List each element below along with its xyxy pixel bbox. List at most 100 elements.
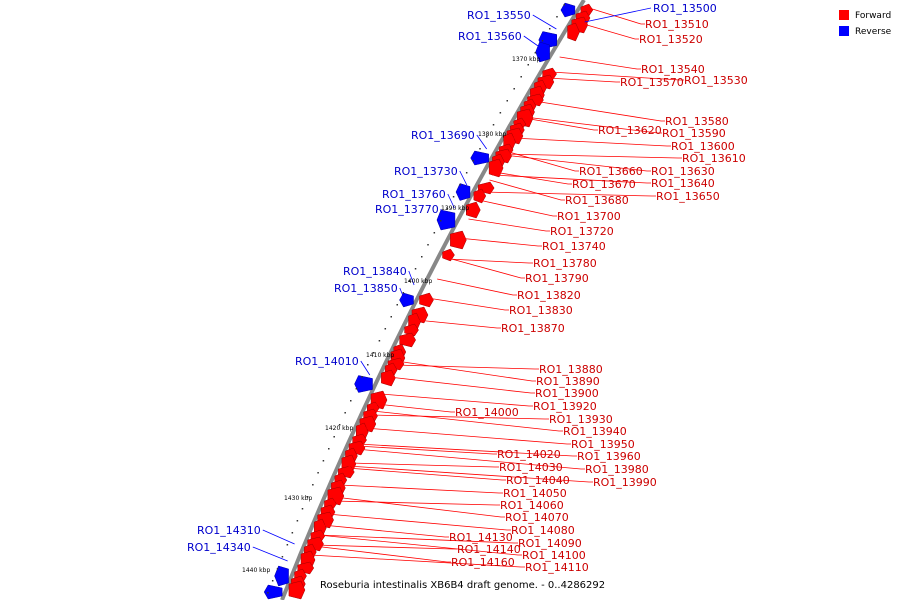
gene-label[interactable]: RO1_13720 <box>550 225 614 238</box>
gene-label[interactable]: RO1_13580 <box>665 115 729 128</box>
tick-dot <box>344 412 346 414</box>
reverse-leader-line <box>408 270 415 286</box>
forward-gene-block[interactable] <box>399 332 416 348</box>
tick-dot <box>306 496 309 498</box>
gene-label[interactable]: RO1_13950 <box>571 438 635 451</box>
forward-gene-block[interactable] <box>288 580 306 600</box>
gene-label[interactable]: RO1_13590 <box>662 127 726 140</box>
forward-leader-line <box>380 393 533 407</box>
forward-leader-line <box>482 191 656 197</box>
gene-label[interactable]: RO1_14130 <box>449 531 513 544</box>
gene-label[interactable]: RO1_14140 <box>457 543 521 556</box>
gene-label[interactable]: RO1_13790 <box>525 272 589 285</box>
forward-gene-block[interactable] <box>466 201 481 219</box>
scale-ticks <box>267 4 566 594</box>
gene-label[interactable]: RO1_13610 <box>682 152 746 165</box>
gene-label[interactable]: RO1_14000 <box>455 406 519 419</box>
gene-blocks <box>263 2 594 600</box>
forward-gene-block[interactable] <box>381 369 396 387</box>
forward-gene-block[interactable] <box>473 188 487 204</box>
tick-dot <box>402 292 405 294</box>
forward-leader-line <box>347 465 593 483</box>
gene-label[interactable]: RO1_13560 <box>458 30 522 43</box>
forward-gene-block[interactable] <box>488 158 504 178</box>
gene-label[interactable]: RO1_13500 <box>653 2 717 15</box>
forward-gene-block[interactable] <box>450 230 467 250</box>
gene-label[interactable]: RO1_13690 <box>411 129 475 142</box>
gene-label[interactable]: RO1_13740 <box>542 240 606 253</box>
tick-dot <box>506 100 508 102</box>
reverse-gene-block[interactable] <box>263 584 283 600</box>
reverse-gene-block[interactable] <box>354 375 373 393</box>
forward-gene-block[interactable] <box>442 248 455 262</box>
gene-label[interactable]: RO1_13670 <box>572 178 636 191</box>
reverse-gene-block[interactable] <box>470 150 489 166</box>
gene-label[interactable]: RO1_13960 <box>577 450 641 463</box>
gene-label[interactable]: RO1_13510 <box>645 18 709 31</box>
forward-gene-block[interactable] <box>404 323 419 337</box>
gene-label[interactable]: RO1_13850 <box>334 282 398 295</box>
tick-dot <box>281 556 284 558</box>
gene-label[interactable]: RO1_13680 <box>565 194 629 207</box>
scale-label: 1420 kbp <box>325 425 353 432</box>
gene-label[interactable]: RO1_13940 <box>563 425 627 438</box>
gene-label[interactable]: RO1_13600 <box>671 140 735 153</box>
gene-label[interactable]: RO1_13620 <box>598 124 662 137</box>
gene-label[interactable]: RO1_13730 <box>394 165 458 178</box>
gene-label[interactable]: RO1_14010 <box>295 355 359 368</box>
gene-label[interactable]: RO1_13640 <box>651 177 715 190</box>
gene-label[interactable]: RO1_13630 <box>651 165 715 178</box>
gene-label[interactable]: RO1_13660 <box>579 165 643 178</box>
gene-label[interactable]: RO1_13550 <box>467 9 531 22</box>
reverse-gene-block[interactable] <box>399 292 414 308</box>
gene-label[interactable]: RO1_13900 <box>535 387 599 400</box>
gene-label[interactable]: RO1_13760 <box>382 188 446 201</box>
gene-label[interactable]: RO1_14080 <box>511 524 575 537</box>
tick-dot <box>563 4 566 6</box>
gene-label[interactable]: RO1_14160 <box>451 556 515 569</box>
forward-gene-block[interactable] <box>419 292 434 308</box>
gene-label[interactable]: RO1_14110 <box>525 561 589 574</box>
forward-gene-block[interactable] <box>567 22 580 42</box>
scale-label: 1390 kbp <box>441 205 469 212</box>
gene-label[interactable]: RO1_14070 <box>505 511 569 524</box>
reverse-gene-block[interactable] <box>436 209 456 231</box>
tick-dot <box>527 64 529 66</box>
gene-label[interactable]: RO1_13530 <box>684 74 748 87</box>
gene-label[interactable]: RO1_13520 <box>639 33 703 46</box>
gene-label[interactable]: RO1_14050 <box>503 487 567 500</box>
gene-label[interactable]: RO1_14030 <box>499 461 563 474</box>
tick-dot <box>499 112 502 114</box>
gene-label[interactable]: RO1_13980 <box>585 463 649 476</box>
gene-label[interactable]: RO1_13890 <box>536 375 600 388</box>
gene-label[interactable]: RO1_14090 <box>518 537 582 550</box>
tick-dot <box>267 592 269 594</box>
gene-label[interactable]: RO1_14020 <box>497 448 561 461</box>
gene-label[interactable]: RO1_13540 <box>641 63 705 76</box>
forward-leader-line <box>372 410 563 432</box>
gene-label[interactable]: RO1_13830 <box>509 304 573 317</box>
gene-label[interactable]: RO1_13870 <box>501 322 565 335</box>
gene-label[interactable]: RO1_13770 <box>375 203 439 216</box>
gene-label[interactable]: RO1_14310 <box>197 524 261 537</box>
reverse-gene-block[interactable] <box>455 183 471 201</box>
tick-dot <box>271 580 274 582</box>
gene-label[interactable]: RO1_14040 <box>506 474 570 487</box>
gene-label[interactable]: RO1_13570 <box>620 76 684 89</box>
gene-label[interactable]: RO1_13650 <box>656 190 720 203</box>
forward-leader-line <box>355 448 585 470</box>
gene-label[interactable]: RO1_13840 <box>343 265 407 278</box>
gene-label[interactable]: RO1_13700 <box>557 210 621 223</box>
gene-label[interactable]: RO1_14060 <box>500 499 564 512</box>
gene-label[interactable]: RO1_13990 <box>593 476 657 489</box>
reverse-gene-block[interactable] <box>274 565 289 587</box>
gene-label[interactable]: RO1_13930 <box>549 413 613 426</box>
gene-label[interactable]: RO1_13880 <box>539 363 603 376</box>
scale-labels: 1370 kbp 1380 kbp 1390 kbp 1400 kbp 1410… <box>242 56 540 574</box>
gene-label[interactable]: RO1_14340 <box>187 541 251 554</box>
reverse-gene-block[interactable] <box>560 2 576 18</box>
gene-label[interactable]: RO1_13920 <box>533 400 597 413</box>
gene-label[interactable]: RO1_14100 <box>522 549 586 562</box>
gene-label[interactable]: RO1_13820 <box>517 289 581 302</box>
gene-label[interactable]: RO1_13780 <box>533 257 597 270</box>
